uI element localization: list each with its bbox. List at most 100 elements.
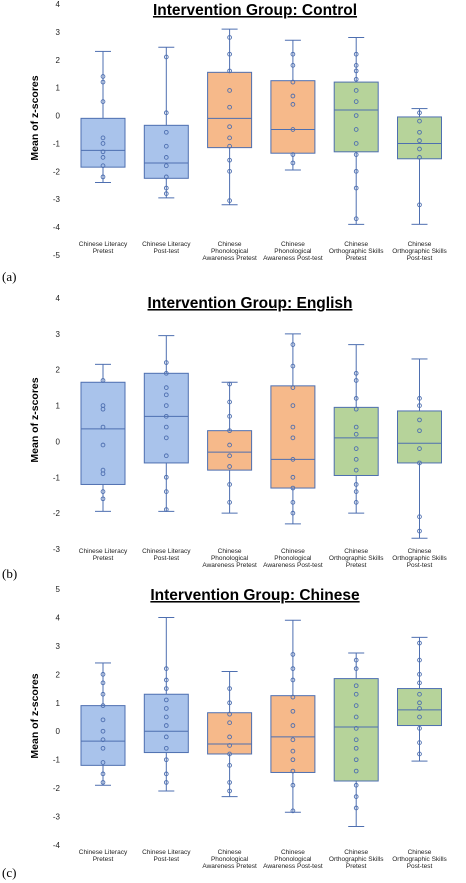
x-category-label-line: Chinese	[408, 548, 432, 555]
panel-label: (a)	[2, 269, 16, 284]
data-point	[100, 135, 106, 141]
data-point	[417, 396, 422, 401]
data-point	[417, 691, 422, 697]
data-point	[163, 403, 169, 408]
data-point	[290, 63, 296, 68]
data-point	[227, 135, 232, 141]
x-category-label-line: Chinese Literacy	[79, 849, 128, 856]
x-category-label: Chinese Literacy Pretest	[79, 548, 128, 562]
data-point	[227, 168, 232, 174]
data-point	[290, 363, 296, 369]
data-point	[417, 714, 422, 720]
iqr-box	[143, 124, 189, 179]
data-point	[417, 700, 422, 706]
x-category-label-line: Awareness Pretest	[202, 562, 257, 569]
iqr-box	[333, 678, 379, 782]
box-3	[207, 670, 253, 798]
data-point	[100, 671, 106, 677]
data-point	[163, 191, 169, 196]
data-point	[353, 446, 359, 451]
data-point	[353, 657, 359, 663]
y-tick-label: -2	[53, 167, 61, 176]
data-point	[227, 51, 232, 57]
y-tick-label: 0	[56, 727, 61, 736]
x-category-label: Chinese Literacy Post-test	[142, 241, 191, 255]
data-point	[353, 794, 359, 799]
data-point	[290, 474, 296, 480]
data-point	[417, 706, 422, 711]
data-point	[227, 700, 232, 706]
data-point	[417, 446, 422, 451]
data-point	[417, 528, 422, 534]
iqr-box	[397, 688, 442, 727]
data-point	[417, 138, 422, 144]
x-category-label-line: Pretest	[93, 555, 114, 562]
x-category-label: Chinese Phonological Awareness Post-test	[263, 241, 323, 262]
data-point	[353, 768, 359, 774]
data-point	[227, 35, 232, 40]
x-category-label-line: Post-test	[153, 248, 179, 255]
y-tick-label: 0	[56, 112, 61, 121]
data-point	[353, 500, 359, 505]
data-point	[417, 155, 422, 160]
data-point	[227, 711, 232, 717]
data-point	[290, 768, 296, 774]
x-category-label: Chinese Phonological Awareness Pretest	[202, 548, 257, 569]
data-point	[227, 198, 232, 203]
x-category-label-line: Pretest	[93, 856, 114, 863]
data-point	[100, 717, 106, 723]
x-category-label-line: Chinese	[408, 241, 432, 248]
data-point	[353, 757, 359, 763]
data-point	[227, 399, 232, 405]
data-point	[290, 808, 296, 814]
data-point	[353, 51, 359, 57]
data-point	[353, 467, 359, 473]
data-point	[290, 782, 296, 788]
data-point	[163, 771, 169, 777]
y-tick-label: 1	[56, 402, 61, 411]
data-point	[290, 694, 296, 700]
data-point	[163, 174, 169, 180]
x-category-label-line: Chinese Literacy	[79, 241, 128, 248]
data-point	[290, 652, 296, 657]
x-category-label: Chinese Literacy Pretest	[79, 849, 128, 863]
data-point	[353, 113, 359, 118]
x-category-label-line: Post-test	[153, 555, 179, 562]
y-tick-label: 2	[56, 56, 61, 65]
x-category-label-line: Chinese Literacy	[142, 548, 191, 555]
x-category-label-line: Chinese	[281, 241, 305, 248]
data-point	[417, 417, 422, 423]
data-point	[163, 143, 169, 149]
x-category-label-line: Awareness Post-test	[263, 255, 323, 262]
data-point	[227, 686, 232, 691]
data-point	[290, 708, 296, 714]
data-point	[227, 124, 232, 130]
data-point	[353, 703, 359, 708]
x-category-label-line: Chinese	[344, 849, 368, 856]
data-point	[417, 428, 422, 434]
x-category-label-line: Chinese	[344, 241, 368, 248]
data-point	[417, 680, 422, 686]
box-4	[270, 333, 316, 525]
x-category-label: Chinese Literacy Post-test	[142, 849, 191, 863]
x-category-label-line: Chinese	[218, 241, 242, 248]
data-point	[163, 723, 169, 728]
data-point	[163, 370, 169, 376]
y-tick-label: 3	[56, 28, 61, 37]
x-category-label-line: Awareness Post-test	[263, 562, 323, 569]
data-point	[227, 453, 232, 459]
data-point	[100, 703, 106, 708]
data-point	[290, 342, 296, 347]
box-2	[143, 616, 189, 792]
data-point	[163, 474, 169, 480]
data-point	[227, 442, 232, 448]
iqr-box	[207, 430, 253, 471]
data-point	[290, 160, 296, 166]
data-point	[290, 666, 296, 671]
y-tick-label: -3	[53, 813, 61, 822]
data-point	[353, 76, 359, 82]
data-point	[227, 788, 232, 794]
data-point	[290, 677, 296, 683]
box-2	[143, 335, 189, 512]
data-point	[417, 514, 422, 520]
